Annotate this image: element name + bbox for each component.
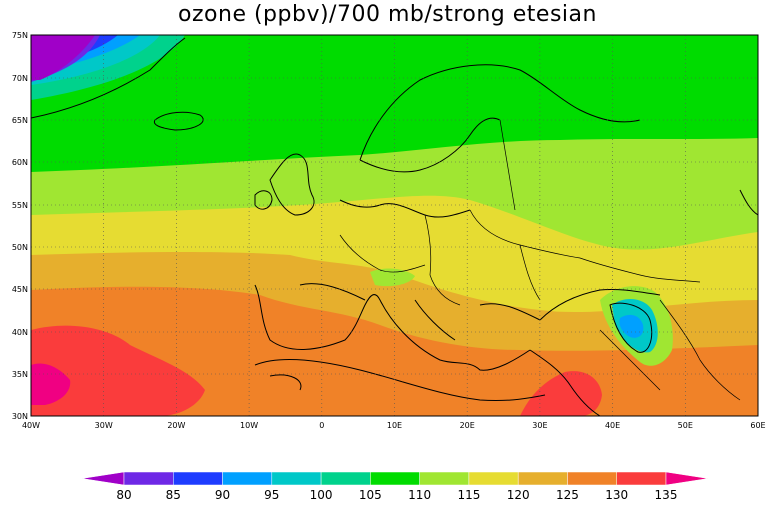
colorbar-arrow-low (81, 471, 125, 486)
lon-tick-label: 40W (22, 421, 40, 430)
lat-tick-label: 45N (12, 285, 28, 294)
lat-axis: 75N 70N 65N 60N 55N 50N 45N 40N 35N 30N (12, 31, 28, 421)
lat-tick-label: 35N (12, 370, 28, 379)
colorbar-swatch (517, 471, 568, 486)
colorbar: 80 85 90 95 100 105 110 115 120 125 130 135 (81, 471, 709, 502)
lon-tick-label: 40E (605, 421, 620, 430)
lon-axis: 40W 30W 20W 10W 0 10E 20E 30E 40E 50E 60… (22, 421, 766, 430)
lon-tick-label: 30W (95, 421, 113, 430)
lat-tick-label: 50N (12, 243, 28, 252)
lon-tick-label: 20E (460, 421, 475, 430)
colorbar-label: 100 (310, 488, 333, 502)
lon-tick-label: 50E (678, 421, 693, 430)
colorbar-swatch (370, 471, 420, 486)
lon-tick-label: 10E (387, 421, 402, 430)
lon-tick-label: 0 (319, 421, 324, 430)
colorbar-label: 135 (655, 488, 678, 502)
coastlines (31, 37, 758, 416)
lon-tick-label: 10W (240, 421, 258, 430)
lat-tick-label: 60N (12, 158, 28, 167)
band-80 (31, 35, 95, 80)
country-borders (339, 119, 741, 401)
map-frame (30, 34, 759, 417)
colorbar-swatch (173, 471, 223, 486)
band-95-east (619, 314, 644, 338)
colorbar-label: 95 (264, 488, 279, 502)
colorbar-swatch (468, 471, 519, 486)
lat-tick-label: 55N (12, 201, 28, 210)
band-135-east (520, 371, 602, 416)
colorbar-swatch (320, 471, 371, 486)
colorbar-swatch (271, 471, 322, 486)
colorbar-swatch (567, 471, 617, 486)
colorbar-label: 120 (507, 488, 530, 502)
colorbar-label: 80 (116, 488, 131, 502)
colorbar-label: 105 (359, 488, 382, 502)
map-title: ozone (ppbv)/700 mb/strong etesian (178, 2, 597, 27)
lat-tick-label: 70N (12, 74, 28, 83)
band-110c (360, 35, 470, 93)
band-110b (31, 100, 620, 170)
band-115-alps (370, 268, 415, 287)
colorbar-label: 110 (408, 488, 431, 502)
ozone-contour-field (31, 35, 758, 416)
colorbar-swatch (123, 471, 174, 486)
band-135-west (31, 325, 205, 416)
colorbar-label: 85 (166, 488, 181, 502)
colorbar-swatch (222, 471, 273, 486)
colorbar-label: 90 (215, 488, 230, 502)
colorbar-swatch (419, 471, 470, 486)
lat-tick-label: 65N (12, 116, 28, 125)
colorbar-swatch (616, 471, 667, 486)
band-140 (31, 363, 71, 405)
lat-tick-label: 40N (12, 328, 28, 337)
lon-tick-label: 20W (167, 421, 185, 430)
lon-tick-label: 30E (532, 421, 547, 430)
colorbar-label: 115 (457, 488, 480, 502)
colorbar-label: 125 (556, 488, 579, 502)
lat-tick-label: 30N (12, 412, 28, 421)
colorbar-label: 130 (605, 488, 628, 502)
colorbar-arrow-high (665, 471, 709, 486)
lon-tick-label: 60E (750, 421, 765, 430)
lat-tick-label: 75N (12, 31, 28, 40)
